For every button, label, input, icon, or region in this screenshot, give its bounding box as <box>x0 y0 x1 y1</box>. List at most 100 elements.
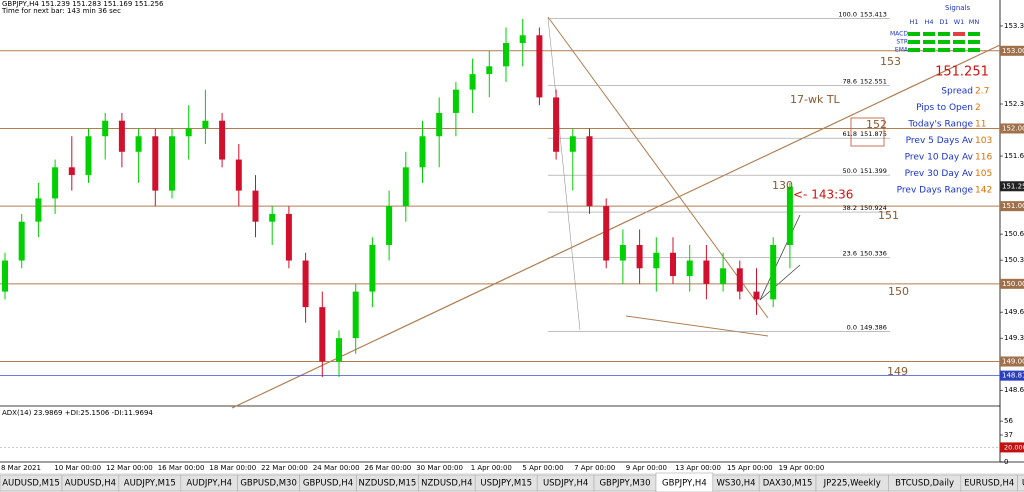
tab-label[interactable]: BTCUSD,Daily <box>895 479 954 489</box>
tab-label[interactable]: GBPJPY,M30 <box>599 479 650 489</box>
tab-label[interactable]: GBPUSD,M30 <box>240 479 297 489</box>
fib-ratio: 61.8 <box>843 130 857 138</box>
candle-body <box>736 268 743 292</box>
candle-body <box>469 74 476 90</box>
fib-ratio: 50.0 <box>843 167 857 175</box>
x-tick-label: 26 Mar 00:00 <box>365 464 412 472</box>
signal-column: H4 <box>924 18 933 26</box>
tab-label[interactable]: DAX30,M15 <box>763 479 813 489</box>
signal-name: EMA <box>895 47 909 54</box>
fib-value: 150.336 <box>860 250 887 258</box>
x-tick-label: 5 Apr 00:00 <box>522 464 563 472</box>
candle-body <box>553 97 560 152</box>
trendline <box>759 264 801 301</box>
fib-value: 152.551 <box>860 78 887 86</box>
info-label: Prev 10 Day Av <box>905 153 974 163</box>
y-tick-label: 149.635 <box>1004 308 1024 316</box>
x-tick-label: 13 Apr 00:00 <box>675 464 721 472</box>
signal-cell <box>923 40 935 44</box>
candle-body <box>436 112 443 137</box>
symbol-line: GBPJPY,H4 151.239 151.283 151.169 151.25… <box>2 0 164 8</box>
tab-label[interactable]: US3 <box>1022 479 1024 489</box>
fib-value: 151.399 <box>860 167 887 175</box>
signal-cell <box>968 40 980 44</box>
signal-column: W1 <box>954 18 965 26</box>
level-label: 153.000 <box>1002 47 1024 55</box>
fib-ratio: 23.6 <box>843 250 857 258</box>
fib-value: 149.386 <box>860 324 887 332</box>
candle-body <box>536 35 543 98</box>
level-box <box>1000 123 1024 134</box>
tab-label[interactable]: GBPJPY,H4 <box>662 479 707 489</box>
signal-cell <box>938 32 950 36</box>
candle-body <box>770 244 777 300</box>
x-tick-label: 12 Mar 00:00 <box>106 464 153 472</box>
tab-label[interactable]: WS30,H4 <box>716 479 755 489</box>
candle-body <box>336 338 342 362</box>
fib-ratio: 0.0 <box>847 324 857 332</box>
tab-label[interactable]: USDJPY,M15 <box>480 479 532 489</box>
info-value: 142 <box>975 186 992 196</box>
signal-cell <box>953 48 965 52</box>
candle-body <box>686 260 693 277</box>
signal-cell <box>923 32 935 36</box>
x-tick-label: 8 Mar 2021 <box>1 464 41 472</box>
candle-body <box>670 252 676 277</box>
candle-body <box>185 128 192 137</box>
candle-body <box>452 89 459 113</box>
last-price-label: 151.256 <box>1002 182 1024 190</box>
info-label: Prev 30 Day Av <box>905 169 974 179</box>
signals-title: Signals <box>945 4 971 12</box>
info-label: Today's Range <box>907 120 973 130</box>
trendline <box>625 315 769 337</box>
y-tick-label: 153.320 <box>1004 22 1024 30</box>
candle-body <box>252 190 259 222</box>
y-tick-label: 37 <box>1004 431 1013 439</box>
support-label: 148.818 <box>1002 372 1024 380</box>
tab-label[interactable]: NZDUSD,H4 <box>421 479 472 489</box>
fib-ratio: 78.6 <box>843 78 857 86</box>
tab-label[interactable]: GBPUSD,H4 <box>303 479 353 489</box>
trendline <box>547 16 769 319</box>
signal-name: STR <box>896 39 908 46</box>
candle-body <box>202 120 209 129</box>
tab-label[interactable]: EURUSD,H4 <box>964 479 1014 489</box>
candle-body <box>102 120 109 137</box>
bar-timer: Time for next bar: 143 min 36 sec <box>1 7 121 15</box>
level-label: 152.000 <box>1002 124 1024 132</box>
tab-label[interactable]: JP225,Weekly <box>823 479 881 489</box>
annotation-box <box>850 117 885 147</box>
current-price: 151.251 <box>935 65 989 80</box>
fib-ratio: 100.0 <box>838 11 857 19</box>
candle-body <box>753 291 760 300</box>
candle-body <box>386 206 393 245</box>
adx-title: ADX(14) 23.9869 +DI:25.1506 -DI:11.9694 <box>2 409 153 417</box>
x-tick-label: 7 Apr 00:00 <box>574 464 615 472</box>
tab-label[interactable]: AUDUSD,M15 <box>2 479 60 489</box>
fib-value: 151.875 <box>860 130 887 138</box>
candle-body <box>18 221 25 261</box>
candle-body <box>135 136 142 152</box>
level-box <box>1000 45 1024 56</box>
tab[interactable] <box>1017 474 1024 492</box>
candle-body <box>720 268 727 284</box>
signal-cell <box>968 48 980 52</box>
tab-label[interactable]: AUDJPY,H4 <box>186 479 232 489</box>
level-box <box>1000 201 1024 212</box>
info-value: 2 <box>975 103 981 113</box>
tab-label[interactable]: AUDJPY,M15 <box>124 479 176 489</box>
candle-body <box>52 167 59 199</box>
tab-label[interactable]: USDJPY,H4 <box>543 479 588 489</box>
tab-label[interactable]: NZDUSD,M15 <box>359 479 417 489</box>
candle-body <box>319 307 326 362</box>
candle-body <box>235 159 242 191</box>
tab-label[interactable]: AUDUSD,H4 <box>65 479 116 489</box>
signal-column: MN <box>969 18 980 26</box>
candle-body <box>369 244 376 292</box>
last-price-box <box>1000 181 1024 192</box>
info-label: Prev 5 Days Av <box>906 136 974 146</box>
signal-cell <box>938 48 950 52</box>
candle-body <box>118 120 125 152</box>
candle-body <box>302 260 309 308</box>
